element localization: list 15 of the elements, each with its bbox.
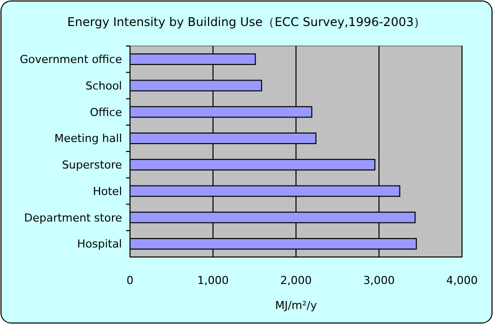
y-tick-label: Hospital [77, 238, 122, 251]
x-tick-label: 3,000 [363, 274, 395, 287]
y-tick-label: Office [90, 106, 122, 119]
y-tick-label: Meeting hall [54, 132, 122, 146]
x-tick-label: 2,000 [280, 274, 312, 287]
x-tick-label: 0 [126, 274, 134, 287]
chart-title: Energy Intensity by Building Use（ECC Survey,1996-2003） [67, 15, 426, 29]
y-tick-label: Hotel [92, 184, 122, 198]
x-tick-label: 1,000 [197, 274, 229, 287]
y-tick-label: Department store [24, 211, 122, 224]
y-tick-label: School [85, 79, 122, 92]
x-axis-title: MJ/m²/y [275, 299, 318, 312]
y-tick-label: Superstore [62, 158, 122, 172]
x-tick-label: 4,000 [446, 274, 478, 287]
y-tick-label: Government office [20, 53, 122, 66]
